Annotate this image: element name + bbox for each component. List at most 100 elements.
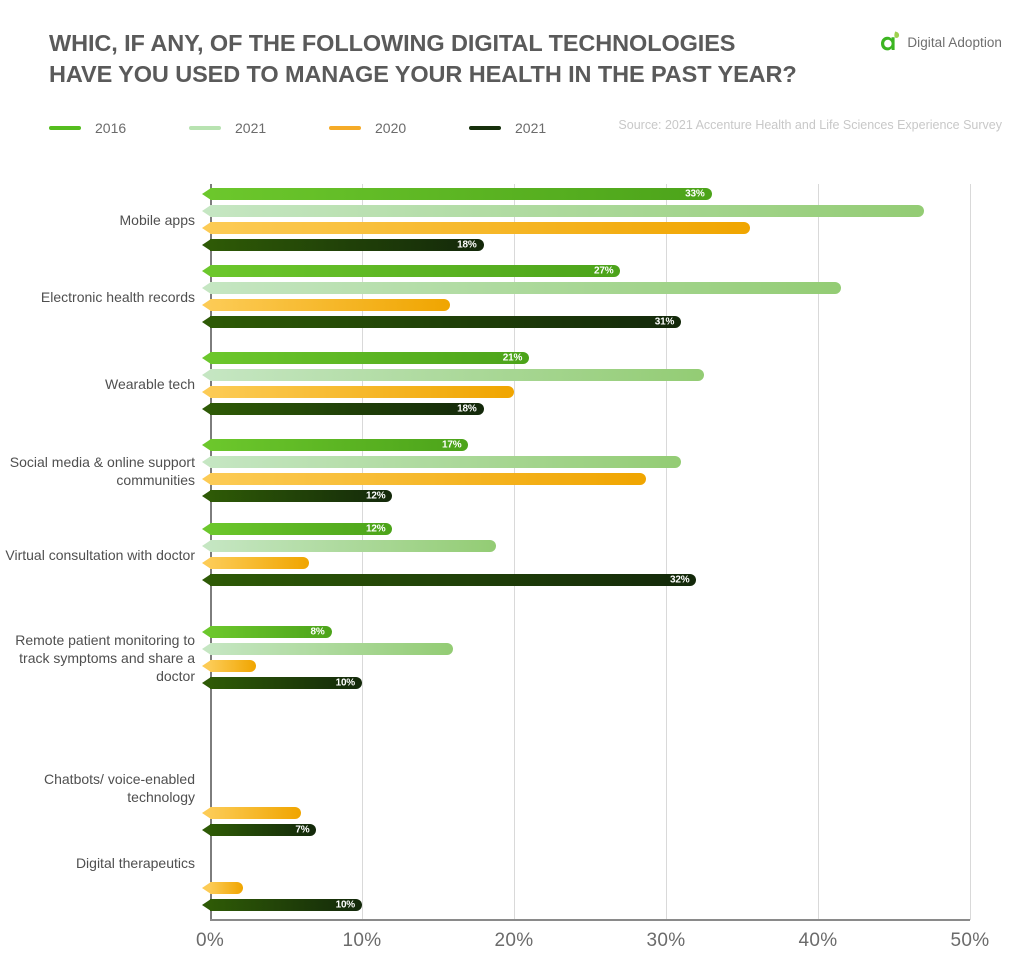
legend-item-1[interactable]: 2021 <box>189 120 329 136</box>
bar-row: 10% <box>202 677 362 689</box>
legend-item-3[interactable]: 2021 <box>469 120 609 136</box>
bar-2020[interactable] <box>210 882 244 894</box>
bar-tail-icon <box>202 188 211 200</box>
x-tick-label: 30% <box>646 930 686 951</box>
bar-2021[interactable]: 18% <box>210 239 484 251</box>
x-tick-label: 20% <box>494 930 534 951</box>
bar-value-label: 8% <box>310 626 325 638</box>
bar-row: 18% <box>202 403 484 415</box>
bar-tail-icon <box>202 660 211 672</box>
bar-2020[interactable] <box>210 386 514 398</box>
digital-adoption-d-icon <box>881 30 903 54</box>
bar-2021[interactable]: 12% <box>210 490 393 502</box>
bar-2021[interactable] <box>210 456 682 468</box>
x-tick-label: 40% <box>798 930 838 951</box>
bar-tail-icon <box>202 403 211 415</box>
bar-tail-icon <box>202 807 211 819</box>
bar-row <box>202 222 750 234</box>
bar-row: 12% <box>202 490 393 502</box>
bar-2020[interactable] <box>210 299 451 311</box>
legend-item-2[interactable]: 2020 <box>329 120 469 136</box>
x-tick-label: 50% <box>950 930 990 951</box>
bar-value-label: 10% <box>335 899 356 911</box>
category-label: Mobile apps <box>119 211 196 228</box>
bar-2021[interactable] <box>210 540 496 552</box>
chart-plot-area: 33% 18% Mobile apps 27% 31% Electronic health… <box>0 168 1024 972</box>
bar-2021[interactable] <box>210 205 925 217</box>
bar-value-label: 27% <box>593 265 614 277</box>
category-label: Chatbots/ voice-enabled technology <box>44 770 195 805</box>
bar-2021[interactable]: 32% <box>210 574 697 586</box>
bar-2016[interactable]: 12% <box>210 523 393 535</box>
bar-2016[interactable]: 21% <box>210 352 530 364</box>
category-label: Social media & online support communitie… <box>9 453 195 488</box>
bar-2021[interactable] <box>210 369 704 381</box>
bar-tail-icon <box>202 282 211 294</box>
source-note: Source: 2021 Accenture Health and Life S… <box>618 118 1002 132</box>
x-axis-line <box>210 919 970 921</box>
gridline <box>970 184 971 920</box>
legend-swatch-icon <box>49 126 81 130</box>
bar-tail-icon <box>202 677 211 689</box>
bar-tail-icon <box>202 239 211 251</box>
bar-2016[interactable]: 8% <box>210 626 332 638</box>
bar-value-label: 18% <box>457 239 477 251</box>
bar-row <box>202 473 647 485</box>
bar-row <box>202 299 451 311</box>
bar-value-label: 21% <box>502 352 523 364</box>
bar-tail-icon <box>202 626 211 638</box>
bar-value-label: 17% <box>441 439 462 451</box>
bar-row: 8% <box>202 626 332 638</box>
gridline <box>514 184 515 920</box>
bar-value-label: 12% <box>365 523 386 535</box>
bar-value-label: 32% <box>669 574 690 586</box>
legend-swatch-icon <box>329 126 361 130</box>
bar-2021[interactable]: 31% <box>210 316 682 328</box>
bar-tail-icon <box>202 899 211 911</box>
legend-label: 2016 <box>95 120 127 136</box>
bar-row: 7% <box>202 824 317 836</box>
legend-label: 2021 <box>515 120 547 136</box>
gridline <box>818 184 819 920</box>
x-axis-tick-labels: 0% 10% 20% 30% 40% 50% <box>0 930 1024 964</box>
bar-2021[interactable] <box>210 282 841 294</box>
bar-tail-icon <box>202 352 211 364</box>
title-line-2: HAVE YOU USED TO MANAGE YOUR HEALTH IN T… <box>49 61 797 87</box>
bar-row <box>202 205 925 217</box>
bar-2021[interactable] <box>210 643 454 655</box>
brand-name: Digital Adoption <box>907 34 1002 50</box>
legend-swatch-icon <box>189 126 221 130</box>
bar-tail-icon <box>202 824 211 836</box>
bar-row <box>202 282 841 294</box>
bar-2021[interactable]: 10% <box>210 899 362 911</box>
legend-item-0[interactable]: 2016 <box>49 120 189 136</box>
bar-2016[interactable]: 27% <box>210 265 621 277</box>
bar-tail-icon <box>202 456 211 468</box>
category-label: Electronic health records <box>40 288 195 305</box>
bar-row: 21% <box>202 352 530 364</box>
chart-legend: 2016 2021 2020 2021 <box>49 116 609 140</box>
bar-2020[interactable] <box>210 222 750 234</box>
bar-2016[interactable]: 17% <box>210 439 469 451</box>
bar-row: 32% <box>202 574 697 586</box>
bar-2020[interactable] <box>210 807 302 819</box>
bar-2021[interactable]: 7% <box>210 824 317 836</box>
bar-2020[interactable] <box>210 557 309 569</box>
bar-tail-icon <box>202 386 211 398</box>
bar-2021[interactable]: 10% <box>210 677 362 689</box>
bar-row <box>202 660 256 672</box>
category-label: Wearable tech <box>104 375 195 392</box>
legend-swatch-icon <box>469 126 501 130</box>
bar-row <box>202 369 704 381</box>
bar-tail-icon <box>202 265 211 277</box>
bar-2020[interactable] <box>210 660 256 672</box>
bar-2021[interactable]: 18% <box>210 403 484 415</box>
bar-2020[interactable] <box>210 473 647 485</box>
bar-value-label: 10% <box>335 677 356 689</box>
bar-tail-icon <box>202 523 211 535</box>
bar-2016[interactable]: 33% <box>210 188 712 200</box>
y-axis-line <box>210 184 212 920</box>
brand-logo: Digital Adoption <box>881 30 1002 54</box>
gridline <box>666 184 667 920</box>
